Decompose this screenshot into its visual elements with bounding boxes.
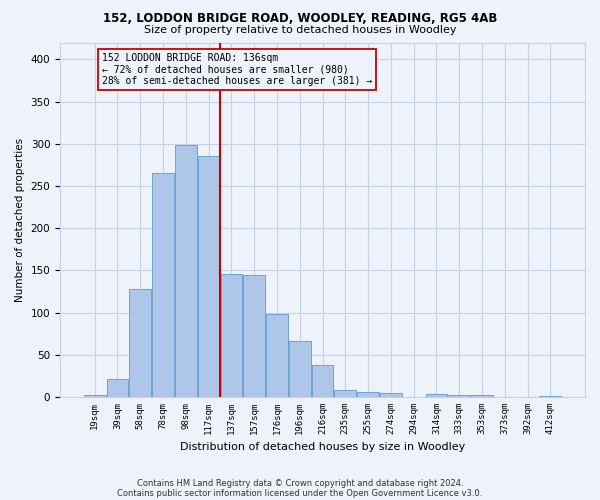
Bar: [539, 396, 561, 397]
Bar: [244, 276, 265, 397]
Bar: [289, 342, 311, 397]
Text: Size of property relative to detached houses in Woodley: Size of property relative to detached ho…: [144, 25, 456, 35]
Bar: [357, 392, 379, 397]
Text: Contains HM Land Registry data © Crown copyright and database right 2024.: Contains HM Land Registry data © Crown c…: [137, 478, 463, 488]
Bar: [311, 365, 334, 397]
Bar: [84, 396, 106, 397]
Y-axis label: Number of detached properties: Number of detached properties: [15, 138, 25, 302]
Text: 152, LODDON BRIDGE ROAD, WOODLEY, READING, RG5 4AB: 152, LODDON BRIDGE ROAD, WOODLEY, READIN…: [103, 12, 497, 26]
Text: 152 LODDON BRIDGE ROAD: 136sqm
← 72% of detached houses are smaller (980)
28% of: 152 LODDON BRIDGE ROAD: 136sqm ← 72% of …: [101, 52, 372, 86]
Bar: [221, 274, 242, 397]
Bar: [334, 390, 356, 397]
Bar: [380, 393, 401, 397]
Bar: [152, 174, 174, 397]
Bar: [175, 146, 197, 397]
Bar: [198, 156, 220, 397]
Text: Contains public sector information licensed under the Open Government Licence v3: Contains public sector information licen…: [118, 488, 482, 498]
Bar: [107, 380, 128, 397]
Bar: [471, 396, 493, 397]
Bar: [425, 394, 447, 397]
Bar: [448, 394, 470, 397]
Bar: [266, 314, 288, 397]
Bar: [130, 289, 151, 397]
X-axis label: Distribution of detached houses by size in Woodley: Distribution of detached houses by size …: [180, 442, 465, 452]
